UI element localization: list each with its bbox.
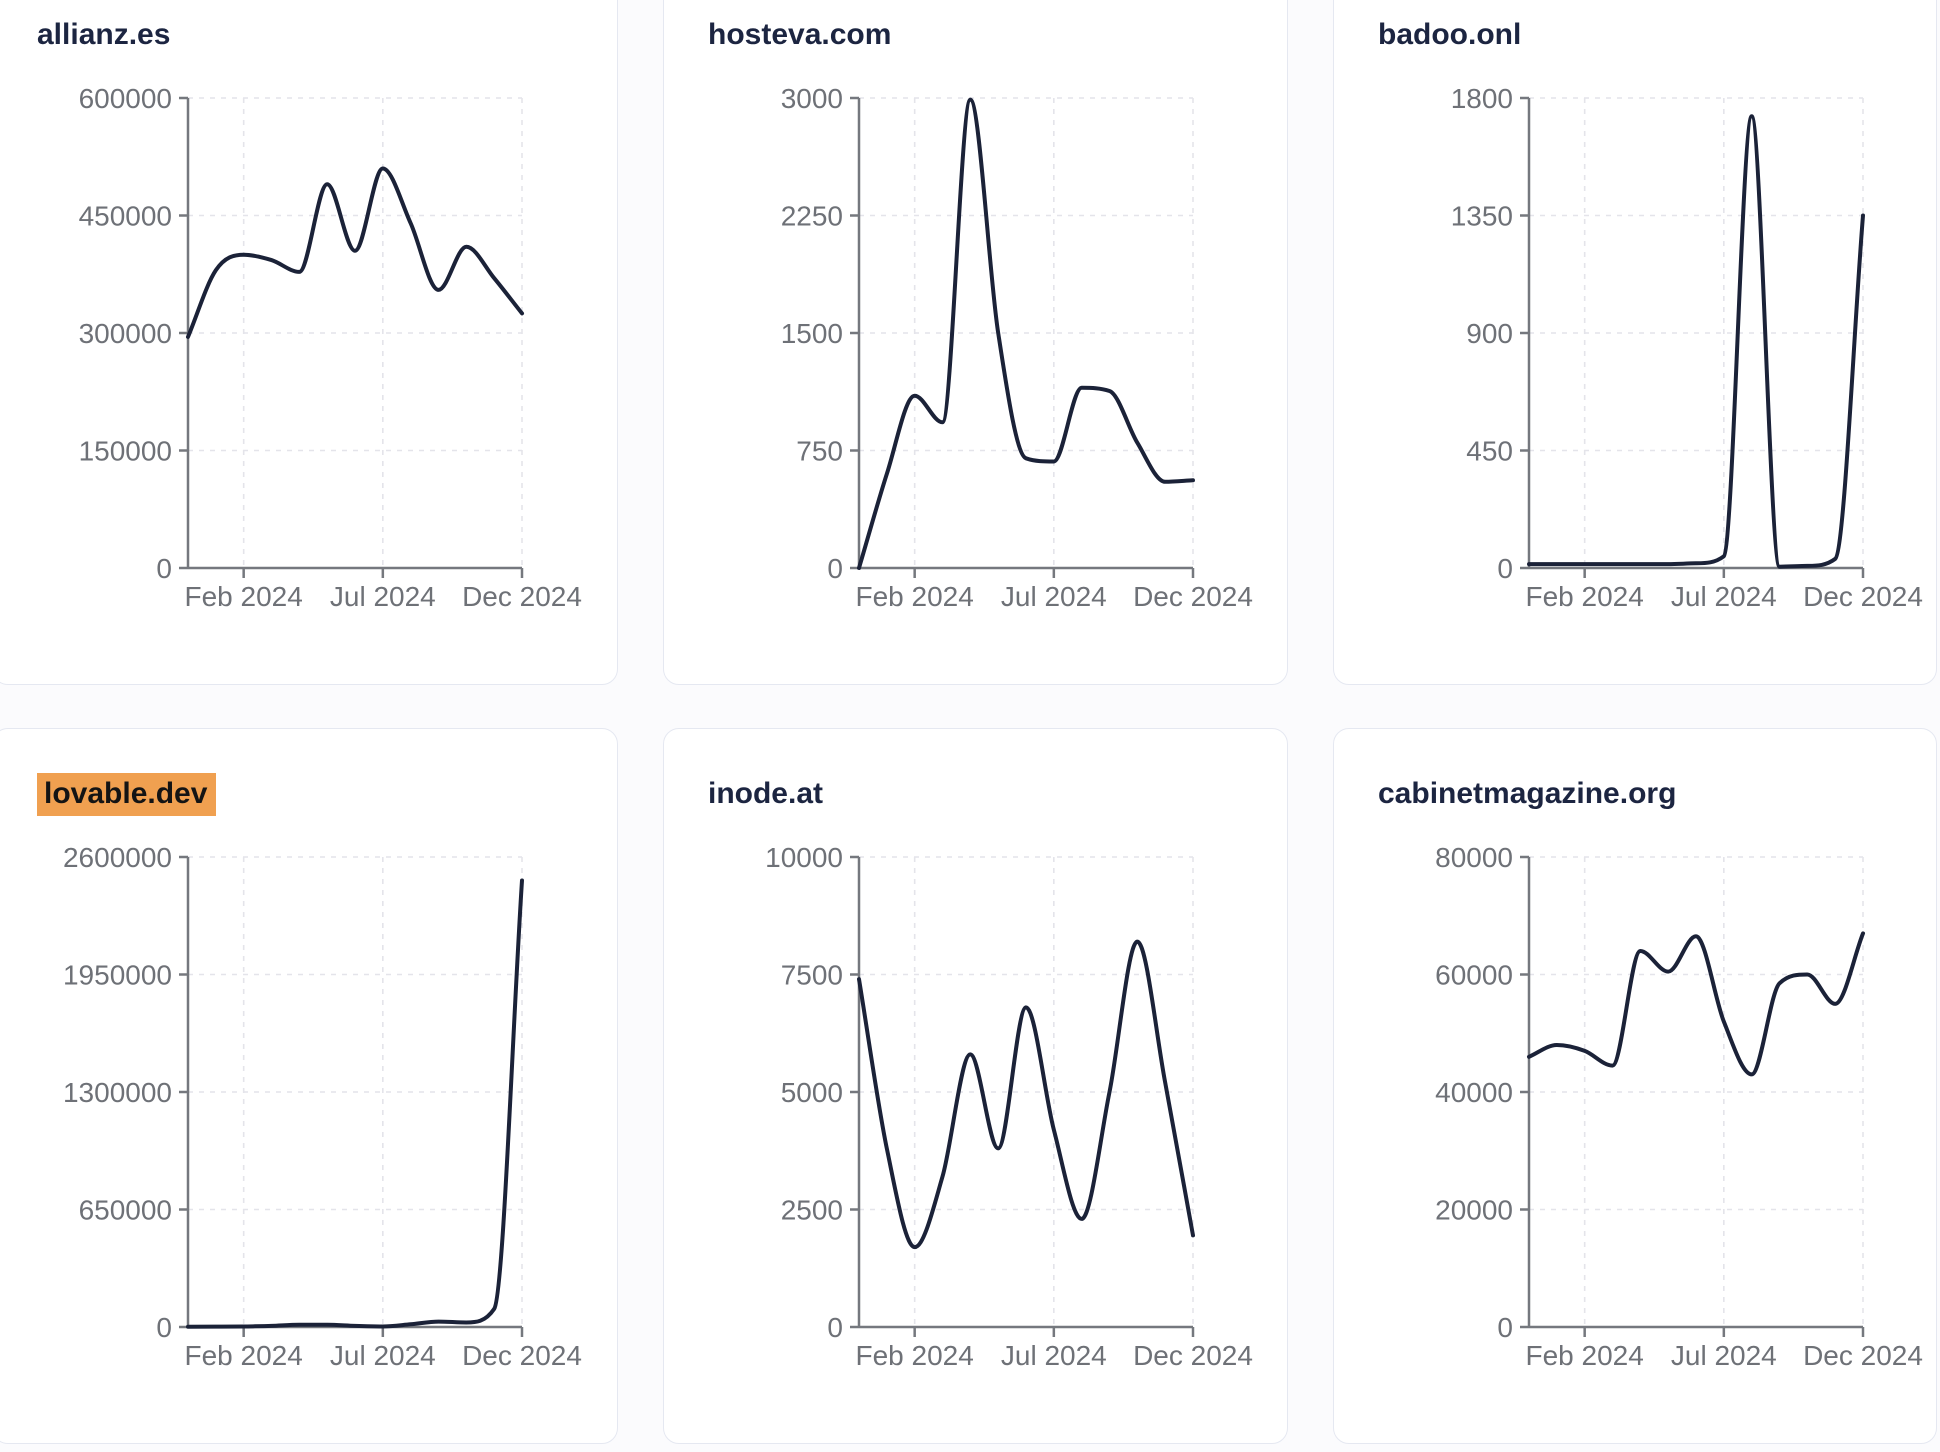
grid-lines	[1529, 97, 1864, 568]
y-tick-label: 300000	[79, 318, 172, 349]
y-tick-label: 2250	[781, 201, 843, 232]
grid-lines	[859, 97, 1194, 568]
x-tick-label: Jul 2024	[1671, 581, 1777, 612]
y-tick-label: 450	[1466, 436, 1513, 467]
x-tick-label: Jul 2024	[330, 581, 436, 612]
traffic-line-chart: 2600000 1950000 1300000 650000 0 Feb 2024 Jul …	[63, 842, 582, 1371]
x-axis: Feb 2024 Jul 2024 Dec 2024	[1526, 566, 1923, 612]
grid-lines	[188, 97, 523, 568]
y-tick-label: 60000	[1435, 960, 1513, 991]
domain-title-text: hosteva.com	[708, 18, 892, 51]
y-tick-label: 0	[1497, 1312, 1513, 1343]
x-tick-label: Feb 2024	[1526, 1340, 1644, 1371]
y-tick-label: 1350	[1451, 201, 1513, 232]
y-tick-label: 10000	[765, 842, 843, 873]
y-axis: 10000 7500 5000 2500 0	[765, 842, 861, 1343]
traffic-line	[1527, 114, 1865, 569]
y-tick-label: 0	[1497, 553, 1513, 584]
x-tick-label: Jul 2024	[330, 1340, 436, 1371]
site-card-badoo-onl[interactable]: badoo.onl 1800 1350 900 450 0 Feb 2024 Jul 202…	[1333, 0, 1937, 685]
grid-lines	[188, 856, 523, 1327]
traffic-line	[857, 97, 1195, 570]
traffic-line	[1527, 931, 1865, 1077]
y-axis: 600000 450000 300000 150000 0	[79, 83, 190, 584]
card-title: inode.at	[708, 775, 823, 813]
y-axis: 80000 60000 40000 20000 0	[1435, 842, 1531, 1343]
x-tick-label: Dec 2024	[1133, 1340, 1253, 1371]
card-title: lovable.dev	[37, 773, 217, 816]
x-tick-label: Dec 2024	[462, 581, 582, 612]
traffic-line-chart: 3000 2250 1500 750 0 Feb 2024 Jul 2024 Dec 2024	[781, 83, 1253, 612]
y-tick-label: 5000	[781, 1077, 843, 1108]
y-tick-label: 1950000	[63, 960, 172, 991]
y-tick-label: 1800	[1451, 83, 1513, 114]
y-tick-label: 0	[156, 553, 172, 584]
y-tick-label: 0	[156, 1312, 172, 1343]
y-tick-label: 2500	[781, 1195, 843, 1226]
x-tick-label: Dec 2024	[1803, 1340, 1923, 1371]
domain-title-text: badoo.onl	[1378, 18, 1522, 51]
y-tick-label: 20000	[1435, 1195, 1513, 1226]
y-axis: 3000 2250 1500 750 0	[781, 83, 861, 584]
traffic-line	[186, 878, 524, 1329]
y-tick-label: 900	[1466, 318, 1513, 349]
y-tick-label: 750	[796, 436, 843, 467]
x-tick-label: Jul 2024	[1671, 1340, 1777, 1371]
site-card-lovable-dev[interactable]: lovable.dev 2600000 1950000 1300000 650000 0…	[0, 728, 618, 1444]
x-tick-label: Feb 2024	[1526, 581, 1644, 612]
domain-title-text: lovable.dev	[37, 773, 217, 816]
x-axis: Feb 2024 Jul 2024 Dec 2024	[856, 1325, 1253, 1371]
grid-lines	[1529, 856, 1864, 1327]
y-tick-label: 450000	[79, 201, 172, 232]
y-tick-label: 600000	[79, 83, 172, 114]
y-axis: 2600000 1950000 1300000 650000 0	[63, 842, 190, 1343]
traffic-line-chart: 1800 1350 900 450 0 Feb 2024 Jul 2024 Dec 2024	[1451, 83, 1923, 612]
y-tick-label: 0	[827, 1312, 843, 1343]
card-title: allianz.es	[37, 16, 170, 54]
y-axis: 1800 1350 900 450 0	[1451, 83, 1531, 584]
traffic-line-chart: 80000 60000 40000 20000 0 Feb 2024 Jul 2024 Dec…	[1435, 842, 1923, 1371]
site-card-hosteva-com[interactable]: hosteva.com 3000 2250 1500 750 0 Feb 2024 Jul …	[663, 0, 1288, 685]
site-card-inode-at[interactable]: inode.at 10000 7500 5000 2500 0 Feb 2024 Jul 2…	[663, 728, 1288, 1444]
x-tick-label: Jul 2024	[1001, 581, 1107, 612]
traffic-line-chart: 600000 450000 300000 150000 0 Feb 2024 Jul 202…	[79, 83, 582, 612]
x-tick-label: Feb 2024	[856, 1340, 974, 1371]
grid-lines	[859, 856, 1194, 1327]
x-axis: Feb 2024 Jul 2024 Dec 2024	[856, 566, 1253, 612]
site-card-allianz-es[interactable]: allianz.es 600000 450000 300000 150000 0 Feb …	[0, 0, 618, 685]
x-tick-label: Jul 2024	[1001, 1340, 1107, 1371]
y-tick-label: 650000	[79, 1195, 172, 1226]
domain-title-text: inode.at	[708, 777, 824, 810]
x-tick-label: Dec 2024	[1133, 581, 1253, 612]
traffic-line-chart: 10000 7500 5000 2500 0 Feb 2024 Jul 2024 Dec 20…	[765, 842, 1253, 1371]
card-title: cabinetmagazine.org	[1378, 775, 1676, 813]
x-axis: Feb 2024 Jul 2024 Dec 2024	[1526, 1325, 1923, 1371]
y-tick-label: 3000	[781, 83, 843, 114]
traffic-line	[857, 939, 1195, 1250]
x-axis: Feb 2024 Jul 2024 Dec 2024	[185, 1325, 582, 1371]
domain-title-text: allianz.es	[37, 18, 171, 51]
domain-title-text: cabinetmagazine.org	[1378, 777, 1677, 810]
x-tick-label: Feb 2024	[185, 1340, 303, 1371]
x-tick-label: Dec 2024	[462, 1340, 582, 1371]
y-tick-label: 2600000	[63, 842, 172, 873]
x-tick-label: Feb 2024	[185, 581, 303, 612]
card-title: hosteva.com	[708, 16, 891, 54]
traffic-line	[186, 166, 524, 339]
y-tick-label: 0	[827, 553, 843, 584]
y-tick-label: 1300000	[63, 1077, 172, 1108]
y-tick-label: 7500	[781, 960, 843, 991]
x-tick-label: Dec 2024	[1803, 581, 1923, 612]
y-tick-label: 40000	[1435, 1077, 1513, 1108]
card-title: badoo.onl	[1378, 16, 1521, 54]
x-axis: Feb 2024 Jul 2024 Dec 2024	[185, 566, 582, 612]
y-tick-label: 1500	[781, 318, 843, 349]
y-tick-label: 80000	[1435, 842, 1513, 873]
y-tick-label: 150000	[79, 436, 172, 467]
site-card-cabinetmagazine-org[interactable]: cabinetmagazine.org 80000 60000 40000 20000…	[1333, 728, 1937, 1444]
x-tick-label: Feb 2024	[856, 581, 974, 612]
